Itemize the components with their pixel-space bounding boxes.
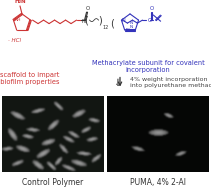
Text: 4% weight incorporation
into polyurethane methacrylate: 4% weight incorporation into polyurethan… <box>130 77 211 88</box>
Text: Methacrylate subunit for covalent
incorporation: Methacrylate subunit for covalent incorp… <box>92 60 204 73</box>
Text: N
N: N N <box>129 21 133 29</box>
Text: NH: NH <box>14 18 21 22</box>
Text: 12: 12 <box>103 25 109 30</box>
Text: (: ( <box>85 15 88 25</box>
Text: PUMA, 4% 2-AI: PUMA, 4% 2-AI <box>130 178 186 187</box>
Text: 2-AI scaffold to impart
anti-biofilm properties: 2-AI scaffold to impart anti-biofilm pro… <box>0 72 59 85</box>
Text: ⇓: ⇓ <box>113 77 121 88</box>
Text: O: O <box>86 6 90 11</box>
Text: N: N <box>125 28 129 33</box>
Text: ): ) <box>99 15 102 25</box>
Text: N: N <box>82 19 86 24</box>
Text: Control Polymer: Control Polymer <box>22 178 83 187</box>
Text: (: ( <box>110 19 114 29</box>
Text: N: N <box>122 18 126 23</box>
Text: O: O <box>148 18 152 23</box>
Text: H₂N: H₂N <box>14 0 26 4</box>
Text: · HCl: · HCl <box>8 38 22 43</box>
Text: O: O <box>150 6 154 11</box>
